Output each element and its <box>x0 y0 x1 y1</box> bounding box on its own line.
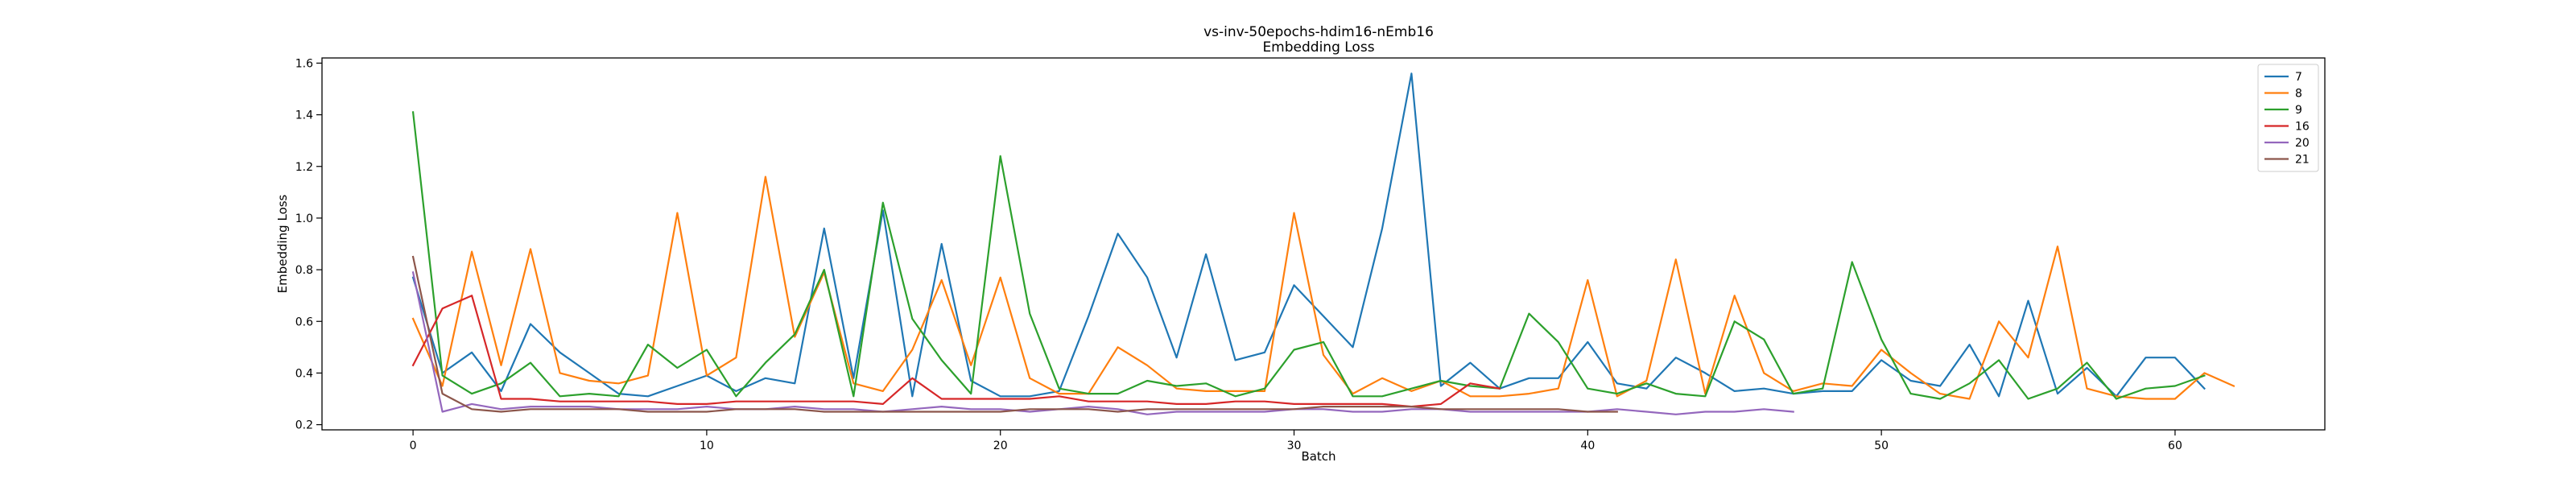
x-tick-label: 40 <box>1580 440 1595 452</box>
y-tick-label: 1.0 <box>295 213 313 225</box>
x-tick-label: 10 <box>700 440 714 452</box>
legend-label-8: 8 <box>2295 88 2302 101</box>
y-tick-label: 0.8 <box>295 264 313 277</box>
series-line-20 <box>411 270 1794 415</box>
series-layer <box>411 72 2235 415</box>
y-tick-label: 1.2 <box>295 161 313 174</box>
legend-label-7: 7 <box>2295 71 2302 84</box>
x-tick-label: 20 <box>993 440 1008 452</box>
legend-box <box>2257 64 2319 172</box>
y-tick-label: 0.4 <box>295 367 313 380</box>
legend-label-9: 9 <box>2295 104 2302 117</box>
y-tick-label: 0.2 <box>295 419 313 432</box>
x-axis: 0 10 20 30 40 50 60 <box>410 430 2182 452</box>
series-line-21 <box>411 255 1618 413</box>
legend-label-20: 20 <box>2295 137 2310 150</box>
legend: 7 8 9 16 20 21 <box>2257 64 2319 172</box>
series-line-16 <box>411 295 1501 408</box>
y-tick-label: 0.6 <box>295 316 313 328</box>
y-axis-label: Embedding Loss <box>275 194 290 293</box>
x-axis-label: Batch <box>1301 449 1335 464</box>
legend-label-16: 16 <box>2295 121 2310 134</box>
series-line-9 <box>411 111 2206 400</box>
y-tick-label: 1.4 <box>295 109 313 122</box>
plot-frame <box>321 57 2326 431</box>
x-tick-label: 0 <box>410 440 417 452</box>
y-tick-label: 1.6 <box>295 57 313 70</box>
chart-title: vs-inv-50epochs-hdim16-nEmb16 <box>1203 24 1434 40</box>
x-tick-label: 50 <box>1874 440 1889 452</box>
x-tick-label: 30 <box>1287 440 1302 452</box>
x-tick-label: 60 <box>2168 440 2182 452</box>
y-axis: 0.2 0.4 0.6 0.8 1.0 1.2 1.4 1.6 <box>295 57 322 432</box>
series-line-7 <box>411 72 2206 398</box>
chart-subtitle: Embedding Loss <box>1262 39 1374 56</box>
series-line-8 <box>411 175 2235 400</box>
legend-label-21: 21 <box>2295 154 2310 167</box>
